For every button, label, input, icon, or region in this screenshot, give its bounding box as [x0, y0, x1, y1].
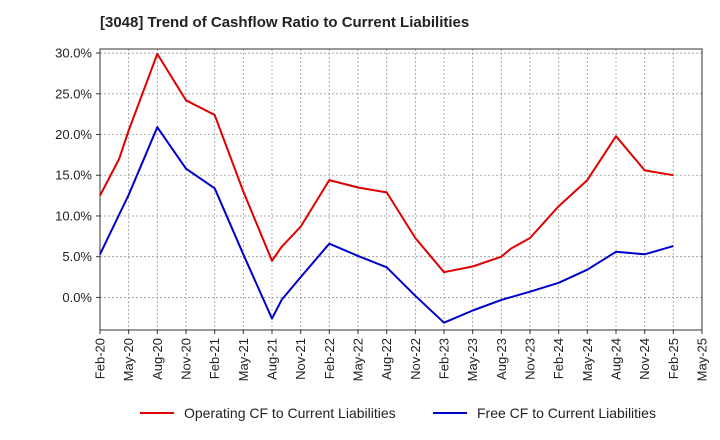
x-tick-label: May-21 [236, 338, 251, 381]
x-tick-label: Feb-24 [551, 338, 566, 379]
x-axis-ticks: Feb-20 May-20 Aug-20 Nov-20 Feb-21 May-21 Aug-… [93, 330, 710, 381]
legend-item-operating: Operating CF to Current Liabilities [140, 405, 396, 421]
x-tick-label: May-24 [580, 338, 595, 381]
x-tick-label: Nov-21 [293, 338, 308, 380]
x-tick-label: Nov-22 [408, 338, 423, 380]
series-line-1 [99, 126, 674, 324]
y-axis-ticks: 0.0% 5.0% 10.0% 15.0% 20.0% 25.0% 30.0% [55, 46, 100, 305]
x-tick-label: Feb-25 [666, 338, 681, 379]
legend-label-free: Free CF to Current Liabilities [477, 405, 656, 421]
y-tick-label: 25.0% [55, 86, 92, 101]
legend-swatch-free [433, 412, 467, 414]
legend-swatch-operating [140, 412, 174, 414]
x-tick-label: Feb-21 [207, 338, 222, 379]
grid-layer [99, 49, 703, 330]
y-tick-label: 10.0% [55, 208, 92, 223]
x-tick-label: Aug-23 [494, 338, 509, 380]
x-tick-label: Nov-20 [179, 338, 194, 380]
x-tick-label: Feb-20 [93, 338, 108, 379]
x-tick-label: Aug-22 [379, 338, 394, 380]
x-tick-label: Aug-20 [150, 338, 165, 380]
x-tick-label: May-25 [695, 338, 710, 381]
x-tick-label: Feb-23 [437, 338, 452, 379]
x-tick-label: Nov-24 [637, 338, 652, 380]
y-tick-label: 15.0% [55, 168, 92, 183]
x-tick-label: Aug-24 [609, 338, 624, 380]
plot-frame [99, 48, 703, 331]
y-tick-label: 0.0% [62, 290, 92, 305]
legend-item-free: Free CF to Current Liabilities [433, 405, 656, 421]
x-tick-label: Feb-22 [322, 338, 337, 379]
x-tick-label: Aug-21 [265, 338, 280, 380]
y-tick-label: 5.0% [62, 249, 92, 264]
x-tick-label: May-22 [351, 338, 366, 381]
y-tick-label: 20.0% [55, 127, 92, 142]
x-tick-label: May-23 [465, 338, 480, 381]
legend-label-operating: Operating CF to Current Liabilities [184, 405, 396, 421]
y-tick-label: 30.0% [55, 46, 92, 61]
series-line-0 [99, 52, 674, 274]
chart-title: [3048] Trend of Cashflow Ratio to Curren… [100, 14, 470, 31]
x-tick-label: May-20 [121, 338, 136, 381]
series-layer [99, 52, 674, 324]
x-tick-label: Nov-23 [523, 338, 538, 380]
